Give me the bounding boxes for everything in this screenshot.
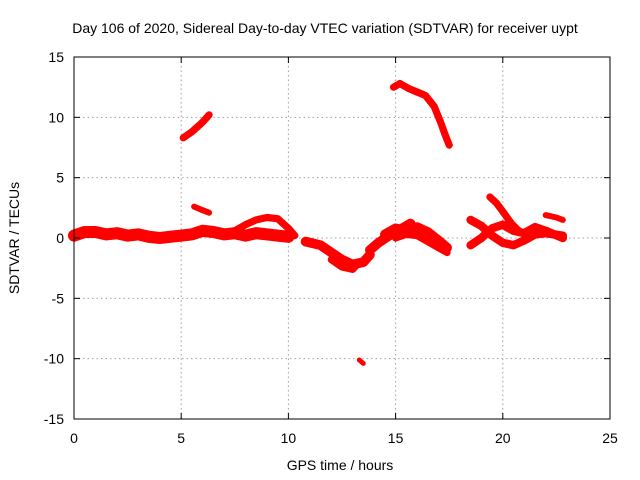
series-band-15-17h-b [392, 230, 451, 257]
y-tick-label: -10 [44, 351, 64, 367]
y-tick-label: 0 [56, 230, 64, 246]
series-point-13h-low [356, 357, 366, 366]
series-peak-20h [486, 193, 524, 236]
series-patch-22h [542, 212, 566, 223]
series-dip-13h-upper [327, 256, 363, 273]
series-segment-6h-low [191, 203, 213, 216]
series-band-20h-b [466, 220, 567, 250]
x-tick-label: 15 [388, 430, 404, 446]
y-axis-label: SDTVAR / TECUs [6, 182, 22, 294]
y-tick-label: 15 [48, 49, 64, 65]
data-series [67, 79, 567, 366]
series-band-15-17h-a [380, 222, 452, 253]
x-axis-label: GPS time / hours [287, 457, 394, 473]
series-band-early [67, 224, 295, 245]
chart-title: Day 106 of 2020, Sidereal Day-to-day VTE… [72, 20, 578, 36]
series-segment-6h-high [179, 111, 213, 142]
axis-tick-labels: 0 5 10 15 20 25 -15 -10 -5 0 5 10 15 [44, 49, 618, 446]
x-tick-label: 5 [177, 430, 185, 446]
y-tick-label: 5 [56, 170, 64, 186]
series-segment-15-17h-high [389, 79, 453, 149]
y-tick-label: 10 [48, 109, 64, 125]
y-tick-label: -5 [52, 290, 65, 306]
x-tick-label: 25 [602, 430, 618, 446]
x-tick-label: 0 [70, 430, 78, 446]
axis-ticks [73, 56, 611, 420]
x-tick-label: 10 [281, 430, 297, 446]
x-tick-label: 20 [495, 430, 511, 446]
y-tick-label: -15 [44, 411, 64, 427]
series-dip-13h [300, 236, 375, 270]
series-arc-9h [224, 213, 299, 240]
